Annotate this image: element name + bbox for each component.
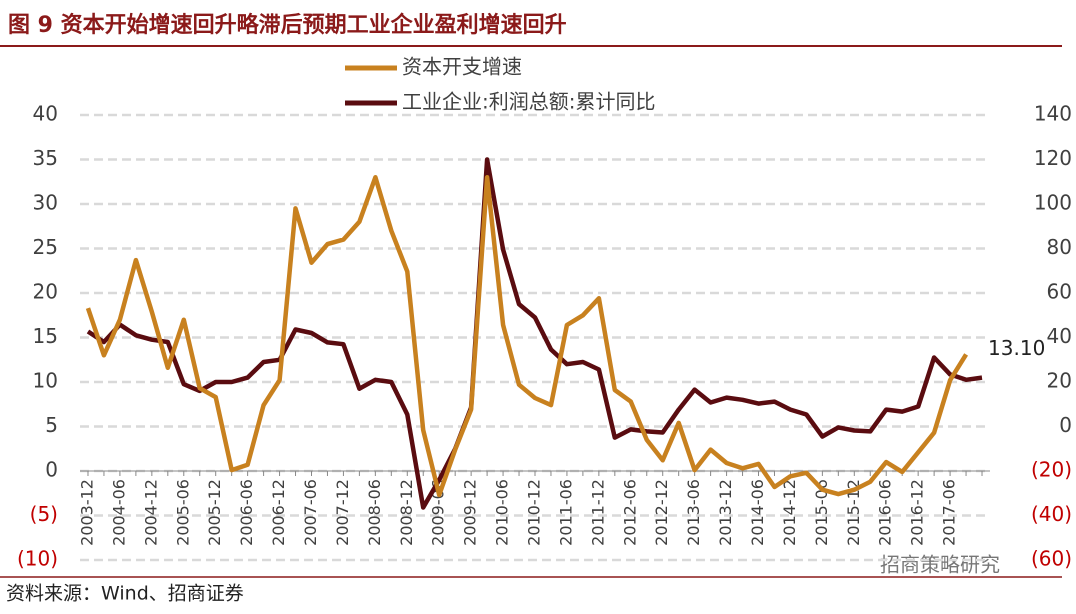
x-tick-label: 2012-12 (652, 479, 671, 546)
series-line (85, 175, 969, 498)
x-tick-label: 2006-06 (237, 479, 256, 546)
y2-tick-label: 0 (1059, 413, 1072, 437)
x-tick-label: 2006-12 (269, 479, 288, 546)
x-tick-label: 2013-12 (716, 479, 735, 546)
y2-tick-label: 140 (1034, 102, 1072, 126)
y2-tick-label: 60 (1047, 280, 1072, 304)
legend-label: 资本开支增速 (402, 55, 522, 79)
x-tick-label: 2015-06 (812, 479, 831, 546)
x-tick-label: 2016-06 (876, 479, 895, 546)
x-tick-label: 2004-12 (141, 479, 160, 546)
x-tick-label: 2009-12 (461, 479, 480, 546)
x-tick-label: 2007-12 (333, 479, 352, 546)
series-line (86, 157, 983, 510)
x-tick-label: 2013-06 (684, 479, 703, 546)
y-tick-label: 35 (33, 146, 58, 170)
source: 资料来源：Wind、招商证券 (6, 583, 244, 605)
y-tick-label: 25 (33, 235, 58, 259)
y-tick-label: 5 (45, 413, 58, 437)
y-tick-label: 40 (33, 102, 58, 126)
x-tick-label: 2015-12 (844, 479, 863, 546)
y-tick-label: (10) (17, 547, 58, 571)
y2-tick-label: 20 (1047, 369, 1072, 393)
watermark: 招商策略研究 (880, 553, 1000, 577)
y2-tick-label: (60) (1031, 547, 1072, 571)
y2-tick-label: (20) (1031, 458, 1072, 482)
y2-tick-label: (40) (1031, 502, 1072, 526)
y-tick-label: 0 (45, 458, 58, 482)
y-tick-label: 15 (33, 324, 58, 348)
x-tick-label: 2014-12 (780, 479, 799, 546)
x-tick-label: 2011-06 (556, 479, 575, 546)
x-tick-label: 2010-12 (525, 479, 544, 546)
x-tick-label: 2017-06 (940, 479, 959, 546)
x-tick-label: 2011-12 (588, 479, 607, 546)
x-tick-label: 2004-06 (109, 479, 128, 546)
x-tick-label: 2014-06 (748, 479, 767, 546)
legend-label: 工业企业:利润总额:累计同比 (402, 90, 655, 114)
y2-tick-label: 100 (1034, 191, 1072, 215)
x-tick-label: 2016-12 (908, 479, 927, 546)
chart-title: 图 9 资本开始增速回升略滞后预期工业企业盈利增速回升 (8, 12, 567, 38)
x-tick-label: 2005-06 (173, 479, 192, 546)
y-tick-label: 20 (33, 280, 58, 304)
y2-tick-label: 40 (1047, 324, 1072, 348)
x-tick-label: 2009-06 (429, 479, 448, 546)
x-tick-label: 2010-06 (493, 479, 512, 546)
x-tick-label: 2005-12 (205, 479, 224, 546)
y-tick-label: (5) (30, 502, 58, 526)
x-tick-label: 2003-12 (77, 479, 96, 546)
y2-tick-label: 120 (1034, 146, 1072, 170)
y2-tick-label: 80 (1047, 235, 1072, 259)
value-label: 13.10 (988, 336, 1045, 360)
x-tick-label: 2008-12 (397, 479, 416, 546)
x-tick-label: 2007-06 (301, 479, 320, 546)
y-tick-label: 10 (33, 369, 58, 393)
x-tick-label: 2012-06 (620, 479, 639, 546)
y-tick-label: 30 (33, 191, 58, 215)
x-tick-label: 2008-06 (365, 479, 384, 546)
